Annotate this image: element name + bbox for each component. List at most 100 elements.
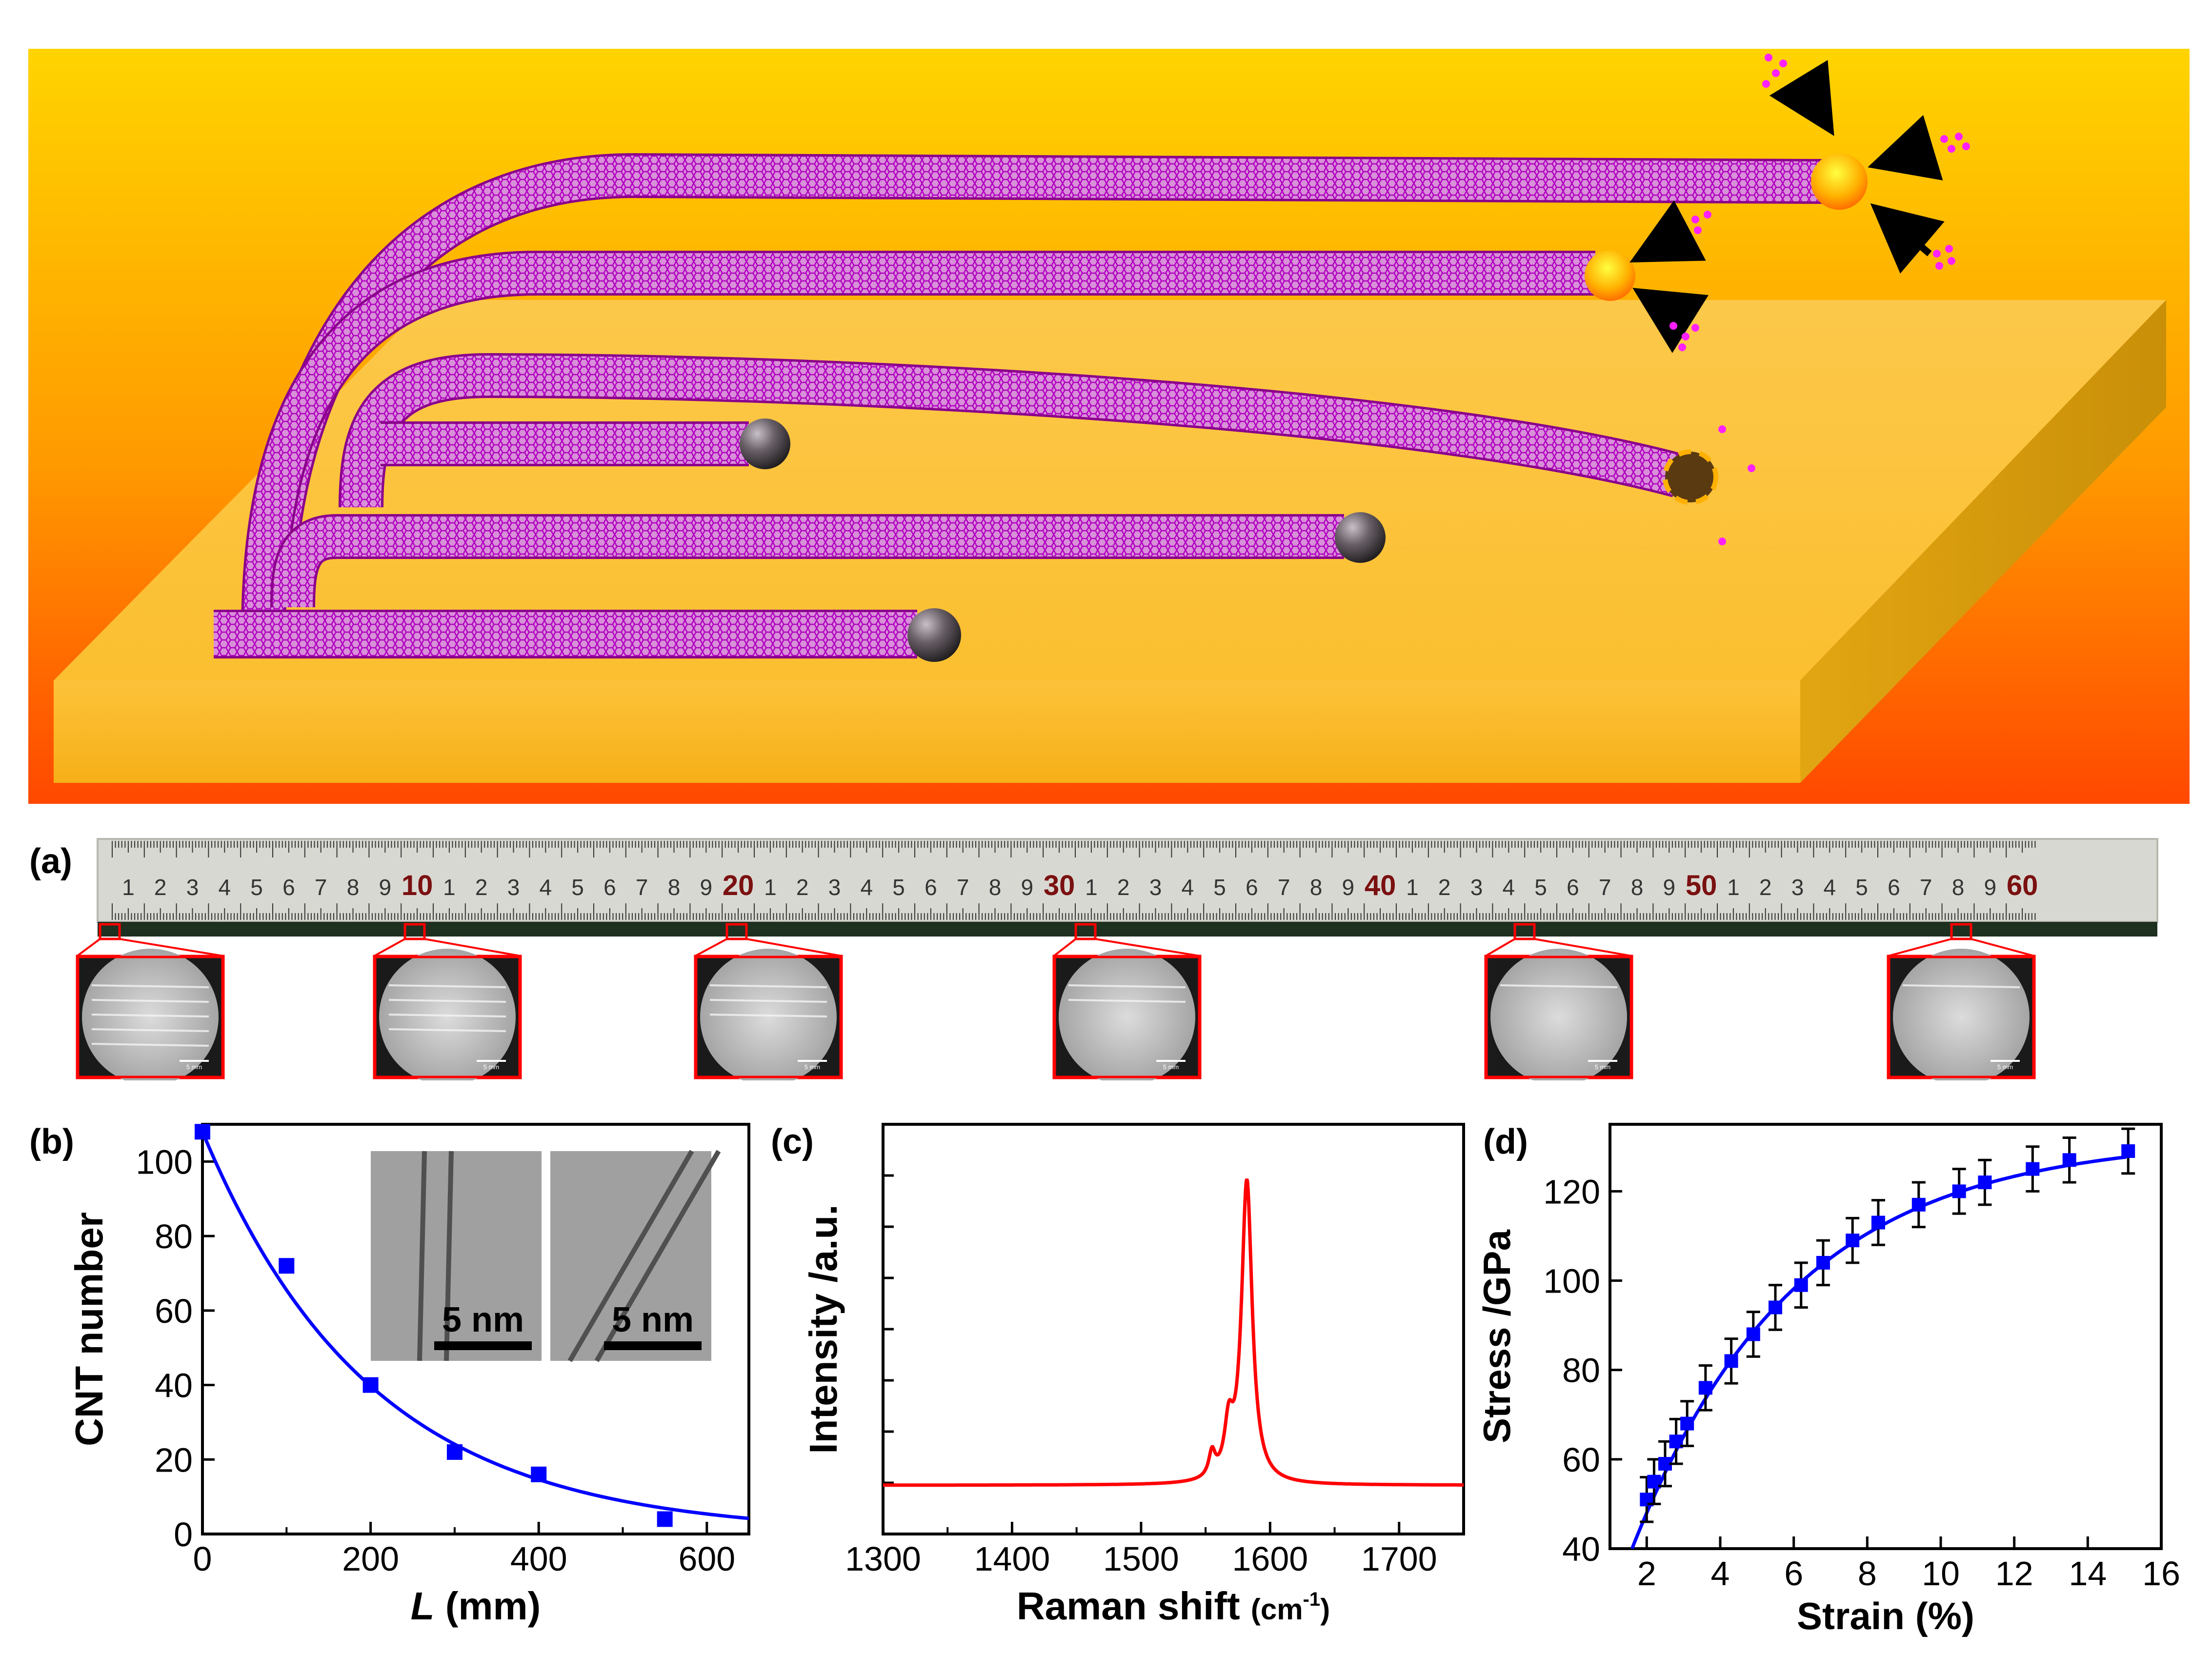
micrograph-border: [1888, 956, 2035, 1078]
data-point: [1769, 1300, 1782, 1315]
zoom-marker: [403, 923, 426, 940]
ruler-digit: 4: [219, 875, 231, 900]
zoom-marker: [725, 923, 748, 940]
ruler-digit: 1: [443, 875, 456, 900]
nanotube-line: [91, 984, 209, 988]
ruler-digit: 30: [1044, 870, 1075, 901]
zoom-line: [76, 938, 101, 957]
ruler-digit: 40: [1365, 870, 1396, 901]
zoom-line: [119, 938, 224, 957]
zoom-line: [1095, 938, 1201, 957]
ruler-digit: 2: [796, 875, 809, 900]
catalyst-ball-hot-1: [1811, 153, 1868, 210]
ruler-digit: 3: [186, 875, 199, 900]
zoom-line: [1485, 938, 1516, 957]
nanotube-line: [709, 1014, 827, 1017]
nanotube-line: [91, 1014, 209, 1017]
tem-scale-label: 5 nm: [442, 1300, 524, 1339]
micrograph-border: [77, 956, 224, 1078]
zoom-line: [374, 938, 405, 957]
data-point: [1680, 1416, 1694, 1431]
x-tick-label: 12: [1995, 1554, 2033, 1593]
zoom-line: [746, 938, 842, 957]
data-point: [2121, 1144, 2135, 1158]
nanotube-line: [91, 1043, 209, 1047]
y-tick-label: 40: [155, 1367, 193, 1405]
x-tick-label: 8: [1858, 1554, 1877, 1593]
data-point: [362, 1377, 379, 1393]
ruler-digit: 6: [1567, 875, 1579, 900]
panel-a: (a) 1 2 3 4 5 6 7 8 9 10 1 2 3 4 5 6 7 8 9 20 1 2 3 4 5 6 7 8 9 30 1 2 3…: [0, 838, 2212, 1090]
y-tick-label: 120: [1543, 1173, 1600, 1211]
zoom-line: [695, 938, 727, 957]
data-point: [1724, 1354, 1738, 1368]
zoom-marker: [99, 923, 121, 940]
panel-label-c: (c): [771, 1122, 814, 1161]
nanotube-line: [1068, 984, 1186, 988]
x-tick-label: 1600: [1232, 1540, 1308, 1578]
ruler-digit: 9: [700, 875, 713, 900]
tem-tube-wall: [444, 1151, 454, 1361]
ruler-digit: 3: [1149, 875, 1162, 900]
ruler-digit: 8: [668, 875, 681, 900]
sem-micrographs: 5 mm 5 mm 5 mm 5 mm 5 mm 5 mm: [76, 923, 2036, 1085]
data-point: [1746, 1327, 1760, 1341]
y-axis-label: CNT number: [67, 1212, 111, 1446]
ruler-digit: 8: [1952, 875, 1965, 900]
data-point: [657, 1511, 673, 1527]
data-point: [1952, 1184, 1966, 1198]
ruler-digit: 8: [347, 875, 360, 900]
y-tick-label: 60: [155, 1292, 193, 1330]
micrograph-field: [1893, 949, 2030, 1085]
tem-scale-bar: [604, 1341, 702, 1350]
y-tick-label: 100: [136, 1143, 193, 1181]
x-tick-label: 0: [193, 1540, 212, 1578]
ruler-digit: 7: [1920, 875, 1932, 900]
nanotube-line: [709, 984, 827, 988]
ruler-digit: 3: [1791, 875, 1804, 900]
micrograph-border: [374, 956, 521, 1078]
nanotube-line: [388, 984, 506, 988]
panel-label-a: (a): [29, 842, 72, 881]
ruler-digit: 4: [861, 875, 873, 900]
x-tick-label: 4: [1711, 1554, 1730, 1593]
data-point: [1846, 1234, 1860, 1248]
ruler-digit: 3: [1470, 875, 1483, 900]
fit-curve: [201, 1131, 749, 1520]
ruler-digit: 9: [1021, 875, 1034, 900]
ruler-digit: 1: [1727, 875, 1740, 900]
growth-schematic: [28, 49, 2190, 804]
ruler-digit: 6: [925, 875, 937, 900]
x-tick-label: 2: [1637, 1554, 1656, 1593]
data-point: [195, 1124, 210, 1140]
micrograph-field: [700, 949, 837, 1085]
nanotube-line: [709, 999, 827, 1003]
ruler-digit: 1: [1085, 875, 1098, 900]
catalyst-ball-dark-3: [907, 608, 961, 662]
ruler-digit: 7: [636, 875, 648, 900]
scale-label: 5 mm: [186, 1063, 202, 1071]
ruler-digit: 1: [764, 875, 777, 900]
substrate-front-face: [54, 680, 1800, 783]
ruler-digit: 5: [1855, 875, 1868, 900]
zoom-line: [1971, 938, 2035, 957]
x-axis-label: Raman shift (cm-1): [1017, 1584, 1330, 1628]
x-tick-label: 600: [678, 1540, 735, 1578]
ruler-digit: 7: [315, 875, 327, 900]
ruler-digit: 5: [250, 875, 263, 900]
zoom-line: [1053, 938, 1077, 957]
ruler-digit: 6: [282, 875, 295, 900]
data-point: [1978, 1176, 1992, 1190]
y-axis-label: Stress /GPa: [1475, 1229, 1518, 1443]
y-tick-label: 100: [1543, 1262, 1600, 1300]
scale-label: 5 mm: [1595, 1063, 1611, 1071]
ruler-digit: 8: [1310, 875, 1323, 900]
raman-spectrum: [883, 1178, 1464, 1487]
ruler-digit: 2: [1438, 875, 1451, 900]
x-tick-label: 1300: [845, 1540, 921, 1578]
data-point: [2026, 1162, 2040, 1176]
panel-d-chart: (d) 2 4 6 8 10 12 14 16 40 60 80 100 120 Strain (%) St…: [1475, 1122, 2180, 1637]
y-tick-label: 0: [174, 1515, 193, 1554]
tem-scale-bar: [434, 1341, 532, 1350]
